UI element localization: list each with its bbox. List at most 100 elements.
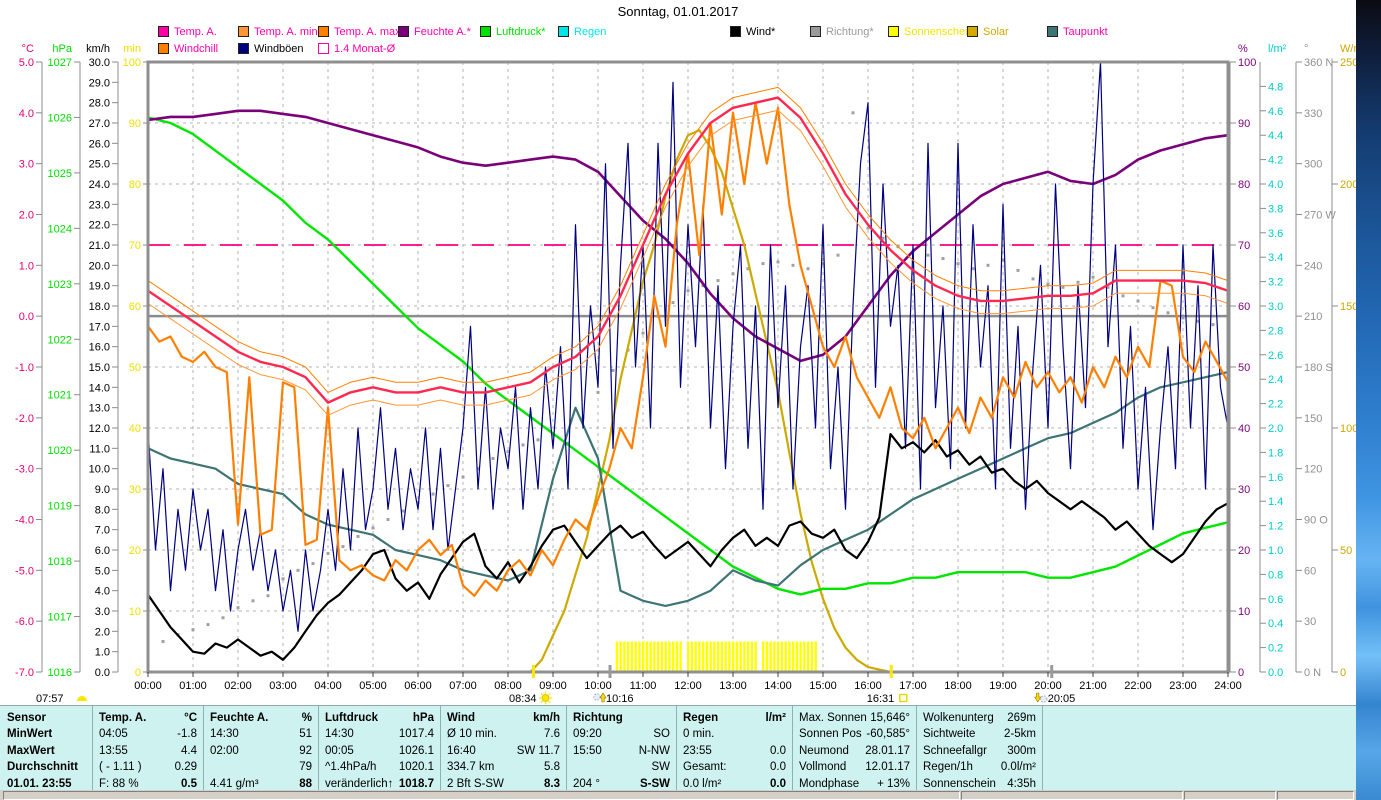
- svg-text:22.0: 22.0: [89, 220, 110, 232]
- legend-item-luftdruck: Luftdruck*: [480, 25, 546, 38]
- legend-item-windboeen: Windböen: [238, 42, 304, 55]
- svg-text:1021: 1021: [48, 390, 72, 402]
- svg-text:1019: 1019: [48, 501, 72, 513]
- svg-text:80: 80: [1238, 179, 1250, 191]
- table-cell: Sonnenschein 4:35h: [923, 777, 1036, 790]
- legend-swatch-solar-icon: [967, 26, 978, 37]
- series-taupunkt: [147, 371, 1229, 608]
- table-cell: Sonnen Pos -60,585°: [799, 728, 910, 740]
- table-column-feuchte: Feuchte A.% 14:30 51 02:00 92 79 4.41 g/m³ 88: [203, 706, 319, 791]
- svg-text:150: 150: [1304, 413, 1322, 425]
- series-temp_max: [147, 86, 1229, 393]
- legend-label: Taupunkt: [1063, 25, 1108, 38]
- page-title: Sonntag, 01.01.2017: [617, 4, 739, 19]
- svg-text:02:00: 02:00: [224, 680, 252, 692]
- legend-item-regen: Regen: [558, 26, 606, 38]
- svg-text:l/m²: l/m²: [1268, 43, 1287, 55]
- table-cell: 00:05 1026.1: [325, 744, 434, 757]
- table-cell: 204 ° S-SW: [573, 777, 670, 790]
- legend-label: Luftdruck*: [496, 25, 546, 38]
- svg-text:0: 0: [1238, 667, 1244, 679]
- svg-text:50: 50: [1238, 362, 1250, 374]
- svg-text:13:00: 13:00: [719, 680, 747, 692]
- svg-text:13.0: 13.0: [89, 403, 110, 415]
- svg-text:8.0: 8.0: [95, 504, 110, 516]
- legend-label: Temp. A. max: [334, 25, 401, 38]
- series-temp_min: [147, 109, 1229, 416]
- legend-label: Temp. A.: [174, 25, 217, 38]
- svg-text:30.0: 30.0: [89, 57, 110, 69]
- svg-text:1.0: 1.0: [19, 260, 34, 272]
- svg-text:16.0: 16.0: [89, 342, 110, 354]
- svg-text:2.0: 2.0: [95, 626, 110, 638]
- svg-text:5.0: 5.0: [19, 57, 34, 69]
- table-column-info: Wolkenunterg 269m Sichtweite 2-5km Schneefal…: [916, 706, 1043, 791]
- svg-text:-6.0: -6.0: [15, 616, 34, 628]
- svg-text:21.0: 21.0: [89, 240, 110, 252]
- svg-text:3.0: 3.0: [19, 159, 34, 171]
- series-windboeen: [147, 61, 1229, 632]
- svg-text:2.0: 2.0: [1268, 423, 1283, 435]
- svg-text:60: 60: [129, 301, 141, 313]
- svg-text:-3.0: -3.0: [15, 464, 34, 476]
- svg-text:km/h: km/h: [86, 43, 110, 55]
- svg-text:1016: 1016: [48, 667, 72, 679]
- svg-text:29.0: 29.0: [89, 77, 110, 89]
- table-cell: 79: [299, 761, 312, 773]
- svg-text:-5.0: -5.0: [15, 565, 34, 577]
- svg-text:16:00: 16:00: [854, 680, 882, 692]
- svg-text:00:00: 00:00: [134, 680, 162, 692]
- svg-text:1018: 1018: [48, 556, 72, 568]
- table-cell: Luftdruck hPa: [325, 711, 434, 724]
- legend-swatch-monat-icon: [318, 43, 329, 54]
- svg-text:15:00: 15:00: [809, 680, 837, 692]
- axis-degc: °C 5.0 4.0 3.0 2.0 1.0 0.0 -1.0 -2.0 -3.0 -4.0 -5.0…: [15, 43, 43, 679]
- table-cell: Feuchte A.%: [210, 711, 312, 724]
- table-cell: 334.7 km 5.8: [447, 761, 560, 773]
- svg-text:200: 200: [1340, 179, 1358, 191]
- table-cell: Richtung: [573, 711, 623, 724]
- svg-text:50: 50: [129, 362, 141, 374]
- svg-text:250: 250: [1340, 57, 1358, 69]
- svg-text:1017: 1017: [48, 612, 72, 624]
- svg-text:3.0: 3.0: [1268, 301, 1283, 313]
- svg-text:14.0: 14.0: [89, 382, 110, 394]
- legend-label: Windchill: [174, 42, 219, 55]
- table-cell: Mondphase + 13%: [799, 777, 910, 790]
- table-cell: F: 88 % 0.5: [99, 777, 197, 790]
- svg-text:11:00: 11:00: [630, 680, 657, 692]
- legend-label: Windböen: [254, 42, 304, 55]
- legend-swatch-temp-max-icon: [318, 26, 329, 37]
- table-cell: Sichtweite 2-5km: [923, 728, 1036, 740]
- table-cell: 16:40 SW 11.7: [447, 744, 560, 757]
- legend-item-richtung: Richtung*: [810, 26, 874, 38]
- legend-label: 1.4 Monat-Ø: [334, 42, 396, 55]
- svg-text:10: 10: [1238, 606, 1250, 618]
- legend-swatch-temp-icon: [158, 26, 169, 37]
- table-column-regen: Regen l/m² 0 min. 23:55 0.0 Gesamt: 0.0 0.0 l/m…: [676, 706, 793, 791]
- svg-text:hPa: hPa: [52, 43, 72, 55]
- table-column-wind: Wind km/h Ø 10 min. 7.6 16:40 SW 11.7 334.7 km…: [440, 706, 567, 791]
- svg-text:1.8: 1.8: [1268, 447, 1283, 459]
- table-cell: 4.41 g/m³ 88: [210, 777, 312, 790]
- svg-text:20: 20: [1238, 545, 1250, 557]
- legend-swatch-regen-icon: [558, 26, 569, 37]
- series-temp: [147, 96, 1229, 404]
- table-column-astro: Max. Sonnen 15,646° Sonnen Pos -60,585° Neum…: [792, 706, 917, 791]
- svg-text:08:34: 08:34: [509, 693, 537, 705]
- svg-text:21:00: 21:00: [1079, 680, 1107, 692]
- svg-text:3.4: 3.4: [1268, 252, 1283, 264]
- svg-text:1.4: 1.4: [1268, 496, 1283, 508]
- svg-text:20:05: 20:05: [1048, 693, 1076, 705]
- table-cell: 02:00 92: [210, 744, 312, 757]
- status-bar: [0, 790, 1356, 800]
- svg-text:-4.0: -4.0: [15, 515, 34, 527]
- table-cell: Regen l/m²: [683, 711, 786, 724]
- table-cell: 09:20 SO: [573, 728, 670, 740]
- svg-text:240: 240: [1304, 260, 1322, 272]
- svg-text:0.0: 0.0: [95, 667, 110, 679]
- svg-text:70: 70: [1238, 240, 1250, 252]
